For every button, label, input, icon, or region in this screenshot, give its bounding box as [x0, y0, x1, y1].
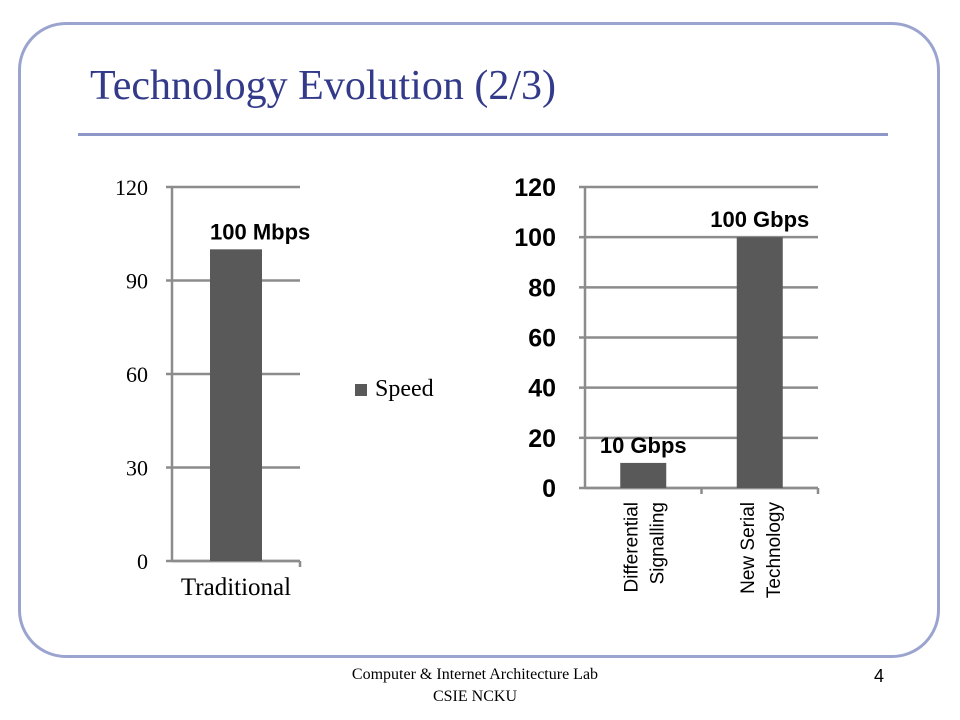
footer-line-2: CSIE NCKU: [432, 688, 517, 705]
bar: [736, 237, 783, 488]
slide-title: Technology Evolution (2/3): [90, 63, 556, 109]
x-category-label: Differential Signalling: [621, 502, 668, 592]
footer-lab-name: Computer & Internet Architecture Lab CSI…: [300, 664, 650, 708]
y-tick-label: 100: [514, 224, 556, 252]
bar: [620, 462, 667, 488]
y-tick-label: 20: [528, 425, 556, 453]
y-tick-label: 0: [137, 549, 148, 574]
x-category-label-line: Differential: [621, 502, 642, 592]
y-tick-label: 60: [528, 325, 556, 353]
y-tick-label: 40: [528, 375, 556, 403]
bar: [210, 249, 262, 562]
data-label: 10 Gbps: [600, 433, 687, 458]
legend-swatch: [355, 384, 367, 396]
y-tick-label: 120: [115, 175, 148, 200]
title-divider: [78, 133, 888, 136]
y-tick-label: 30: [126, 455, 148, 480]
footer-line-1: Computer & Internet Architecture Lab: [351, 666, 599, 683]
x-category-label-line: New Serial: [738, 502, 759, 594]
y-tick-label: 90: [126, 268, 148, 293]
x-category-label: New Serial Technology: [738, 502, 785, 599]
x-category-label-line: Signalling: [647, 502, 668, 584]
y-tick-label: 120: [514, 174, 556, 202]
y-tick-label: 0: [542, 475, 556, 503]
x-category-label: Traditional: [181, 574, 291, 601]
page-number: 4: [874, 666, 885, 686]
x-category-label-line: Technology: [764, 502, 785, 599]
y-tick-label: 80: [528, 274, 556, 302]
legend-label: Speed: [375, 376, 434, 402]
data-label: 100 Gbps: [710, 207, 809, 232]
y-tick-label: 60: [126, 362, 148, 387]
data-label: 100 Mbps: [210, 219, 310, 244]
